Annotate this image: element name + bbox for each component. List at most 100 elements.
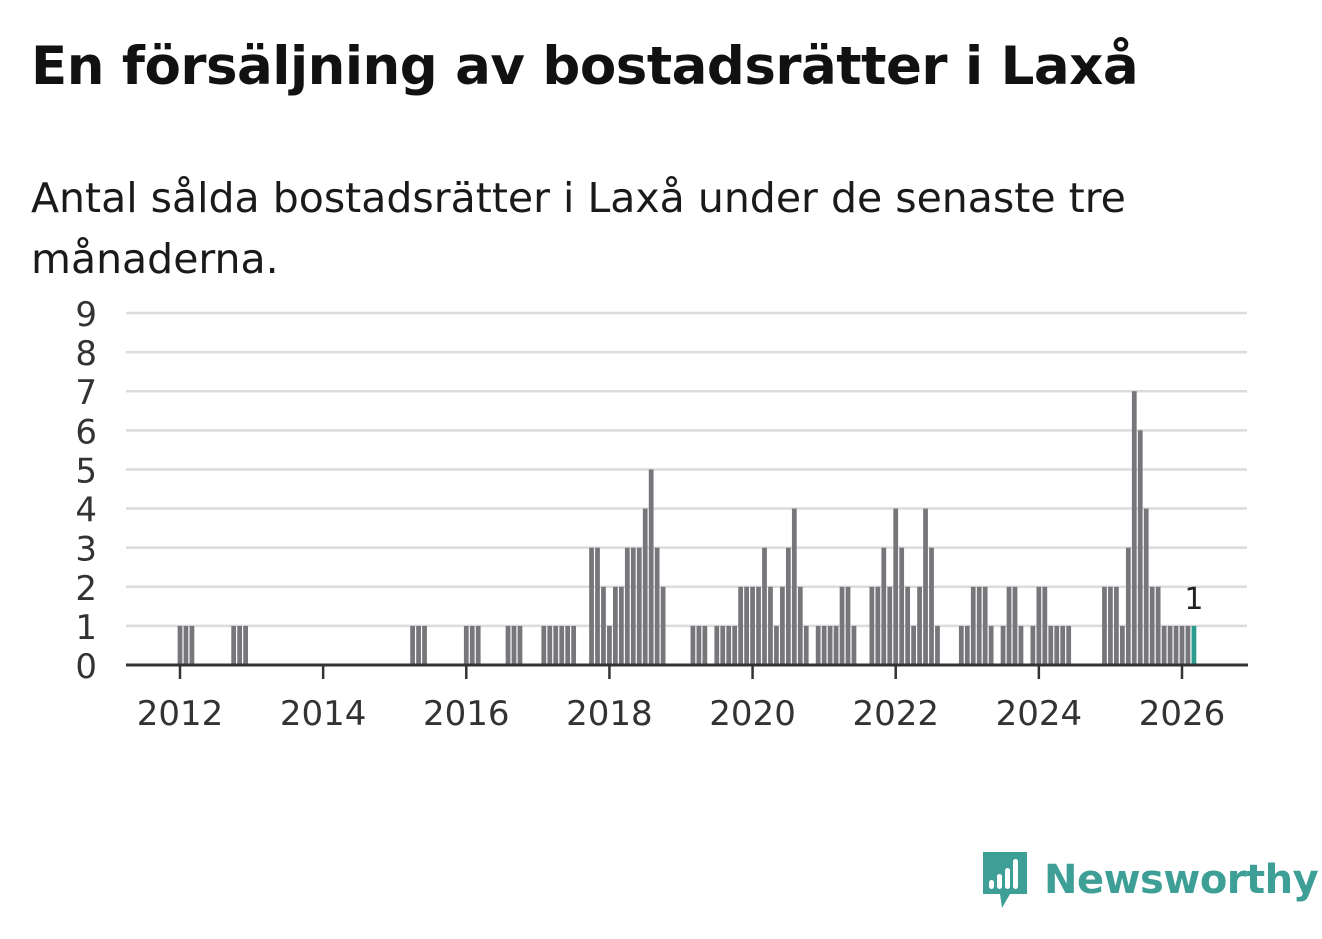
bar	[1125, 547, 1131, 665]
bar	[929, 547, 934, 665]
bar	[1108, 586, 1113, 665]
bar	[911, 625, 916, 665]
y-tick-label: 3	[75, 530, 97, 570]
bar	[988, 625, 994, 665]
bar	[970, 586, 976, 665]
bar	[475, 625, 481, 665]
x-tick-label: 2026	[1139, 694, 1226, 734]
bar	[654, 547, 660, 665]
bar	[1149, 586, 1155, 665]
bar	[893, 508, 899, 665]
bar	[642, 508, 648, 665]
bar	[976, 586, 982, 665]
bar	[839, 586, 845, 665]
data-label: 1	[1184, 582, 1203, 617]
x-axis-ticks: 2012 2014 2016 2018 2020 2022 2024 2026	[137, 665, 1226, 734]
bar	[571, 625, 577, 665]
bar	[714, 625, 720, 665]
bar	[845, 586, 851, 665]
newsworthy-logo-icon	[983, 852, 1027, 908]
bar	[1114, 586, 1119, 665]
bar	[1054, 625, 1060, 665]
chart-title: En försäljning av bostadsrätter i Laxå	[31, 36, 1139, 97]
bar	[797, 586, 803, 665]
bar	[636, 547, 642, 665]
bar	[1006, 586, 1012, 665]
bar	[702, 625, 708, 665]
bar	[982, 586, 988, 665]
bar	[613, 586, 618, 665]
y-tick-label: 4	[75, 491, 97, 531]
bar	[1143, 508, 1149, 665]
bar	[1119, 625, 1125, 665]
bar	[917, 586, 922, 665]
bar	[624, 547, 630, 665]
bar	[618, 586, 624, 665]
bar	[869, 586, 875, 665]
bar	[756, 586, 761, 665]
chart-subtitle: Antal sålda bostadsrätter i Laxå under d…	[31, 174, 1126, 283]
bar	[1012, 586, 1018, 665]
bar	[1102, 586, 1107, 665]
bar	[720, 625, 726, 665]
bar	[744, 586, 749, 665]
bar	[1048, 625, 1054, 665]
bar	[726, 625, 732, 665]
bar	[416, 625, 421, 665]
x-tick-label: 2024	[996, 694, 1083, 734]
bar	[559, 625, 565, 665]
bar	[738, 586, 744, 665]
bar	[565, 625, 571, 665]
bar	[1000, 625, 1006, 665]
bar	[750, 586, 755, 665]
y-tick-label: 5	[75, 451, 97, 491]
bar	[1185, 625, 1191, 665]
x-tick-label: 2014	[280, 694, 367, 734]
bar	[243, 625, 248, 665]
bar	[547, 625, 553, 665]
bar	[696, 625, 702, 665]
bar	[1060, 625, 1066, 665]
data-labels: 1	[1184, 582, 1203, 617]
bar	[595, 547, 600, 665]
bar	[780, 586, 785, 665]
bar	[1173, 625, 1179, 665]
bar	[648, 469, 654, 665]
newsworthy-logo: Newsworthy	[980, 848, 1319, 912]
x-tick-label: 2020	[709, 694, 796, 734]
y-tick-label: 7	[75, 373, 97, 413]
bar	[690, 625, 696, 665]
bar	[833, 625, 839, 665]
y-tick-label: 9	[75, 295, 97, 335]
bar	[1167, 625, 1173, 665]
bar	[827, 625, 833, 665]
bar	[231, 625, 237, 665]
bar	[553, 625, 559, 665]
bar	[762, 547, 767, 665]
bar	[899, 547, 905, 665]
bar	[881, 547, 887, 665]
bar	[1179, 625, 1185, 665]
bar	[1155, 586, 1161, 665]
x-tick-label: 2012	[137, 694, 224, 734]
y-tick-label: 6	[75, 412, 97, 452]
bar	[1066, 625, 1072, 665]
bar	[1018, 625, 1024, 665]
bar	[1161, 625, 1167, 665]
bar	[517, 625, 523, 665]
bar	[791, 508, 797, 665]
bar	[732, 625, 738, 665]
bar	[768, 586, 773, 665]
bar	[630, 547, 636, 665]
bar	[189, 625, 195, 665]
bar	[785, 547, 791, 665]
bar	[1030, 625, 1036, 665]
bar	[660, 586, 666, 665]
bar	[607, 625, 612, 665]
bar	[815, 625, 821, 665]
bar	[589, 547, 594, 665]
bar	[875, 586, 881, 665]
x-tick-label: 2016	[423, 694, 510, 734]
bar	[463, 625, 469, 665]
bar	[923, 508, 928, 665]
